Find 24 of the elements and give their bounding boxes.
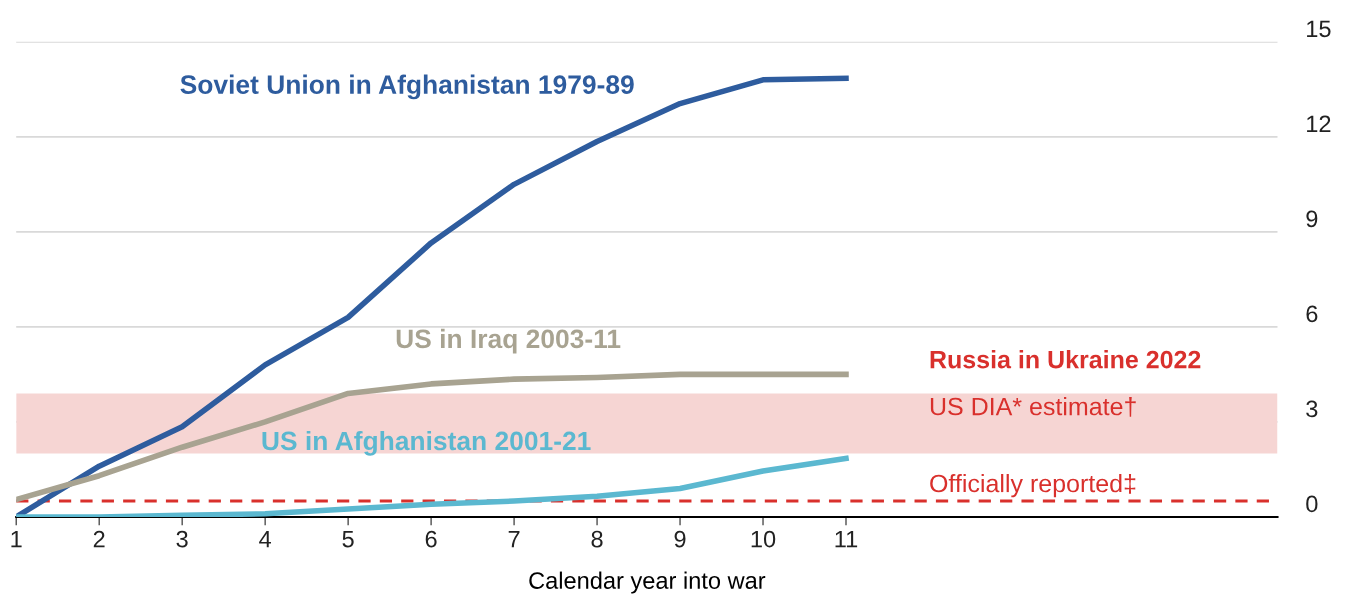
y-tick-label: 15 xyxy=(1307,20,1331,38)
x-axis-title: Calendar year into war xyxy=(529,571,766,594)
y-tick-label: 3 xyxy=(1306,400,1318,418)
annotation: Russia in Ukraine 2022 xyxy=(930,350,1201,369)
x-tick-label: 11 xyxy=(835,530,858,548)
ref-line-label: Officially reported‡ xyxy=(930,473,1136,498)
x-tick-label: 6 xyxy=(425,530,437,548)
band-label: US DIA* estimate† xyxy=(930,397,1136,417)
x-tick-label: 2 xyxy=(93,530,105,548)
series-label: US in Iraq 2003-11 xyxy=(396,328,621,354)
x-tick-label: 3 xyxy=(176,530,188,548)
y-tick-label: 6 xyxy=(1306,305,1318,323)
x-tick-label: 7 xyxy=(508,530,520,548)
x-tick-label: 4 xyxy=(259,530,272,548)
x-tick-label: 9 xyxy=(674,530,686,548)
x-tick-label: 5 xyxy=(342,530,354,548)
series-label: Soviet Union in Afghanistan 1979-89 xyxy=(180,74,634,100)
y-tick-label: 12 xyxy=(1307,115,1331,132)
x-tick-label: 8 xyxy=(591,530,603,548)
x-tick-label: 1 xyxy=(11,530,22,548)
y-tick-label: 9 xyxy=(1306,210,1318,228)
series-label: US in Afghanistan 2001-21 xyxy=(262,430,591,456)
y-tick-label: 0 xyxy=(1306,495,1318,513)
x-tick-label: 10 xyxy=(751,530,776,548)
